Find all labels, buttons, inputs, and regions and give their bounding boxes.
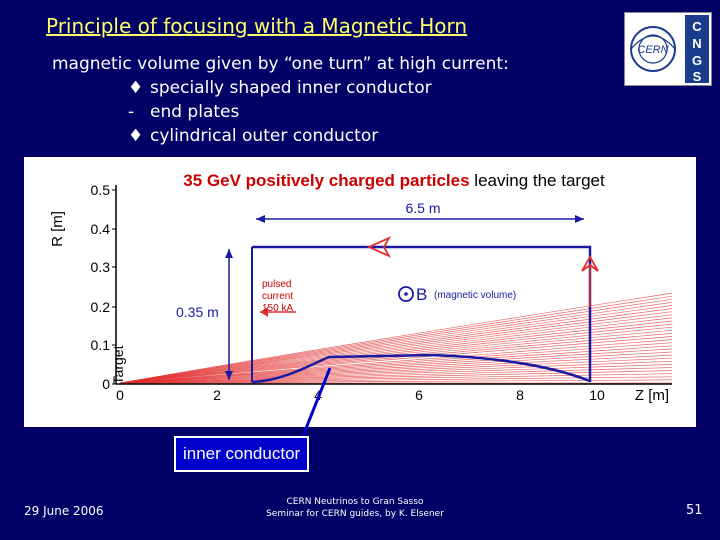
z-tick-label: 2 xyxy=(213,387,221,403)
target-label: Target xyxy=(110,345,126,384)
cngs-logo: CERN C N G S xyxy=(624,12,712,86)
z-tick-label: 0 xyxy=(116,387,124,403)
particle-track xyxy=(119,298,673,384)
pulsed-label: pulsed xyxy=(262,279,291,290)
inner-conductor-callout: inner conductor xyxy=(174,436,310,472)
particle-track xyxy=(119,314,673,384)
bullet-text: end plates xyxy=(150,102,240,122)
bullet-text: specially shaped inner conductor xyxy=(150,78,432,98)
cern-logo-text: CERN xyxy=(637,44,668,56)
r-tick-label: 0.5 xyxy=(91,182,111,198)
horn-diagram: 35 GeV positively charged particles leav… xyxy=(24,157,696,427)
particle-track xyxy=(119,336,673,384)
particle-track xyxy=(119,295,673,384)
magnetic-field-out-icon xyxy=(398,286,414,302)
r-ticks xyxy=(112,189,116,385)
bullet-mark: ♦ xyxy=(128,126,144,146)
bullet-inner-conductor: ♦ specially shaped inner conductor xyxy=(128,78,432,98)
r-tick-label: 0.4 xyxy=(91,221,111,237)
diagram-title-rest: leaving the target xyxy=(469,171,605,190)
pulsed-label: 150 kA xyxy=(262,303,293,314)
r-tick-label: 0 xyxy=(102,376,110,392)
z-tick-label: 10 xyxy=(589,387,605,403)
particle-track xyxy=(119,333,673,384)
bullet-outer-conductor: ♦ cylindrical outer conductor xyxy=(128,126,378,146)
length-label: 6.5 m xyxy=(405,200,440,216)
particle-track xyxy=(119,317,673,384)
z-tick-label: 8 xyxy=(516,387,524,403)
r-tick-label: 0.2 xyxy=(91,299,111,315)
r-tick-label: 0.1 xyxy=(91,337,111,353)
slide-title: Principle of focusing with a Magnetic Ho… xyxy=(46,14,468,38)
logo-letter-n: N xyxy=(692,36,701,51)
current-arrow-left xyxy=(366,236,392,258)
particle-track xyxy=(119,320,673,384)
slide-date: 29 June 2006 xyxy=(24,504,104,518)
particle-track xyxy=(119,329,673,384)
particle-track xyxy=(119,302,673,384)
bullet-text: cylindrical outer conductor xyxy=(150,126,379,146)
arrowhead xyxy=(260,307,268,317)
footer-line: CERN Neutrinos to Gran Sasso xyxy=(286,497,424,507)
logo-letter-g: G xyxy=(692,53,702,68)
particle-tracks xyxy=(119,292,673,384)
bullet-mark: - xyxy=(128,102,135,122)
z-axis-label: Z [m] xyxy=(635,387,669,404)
cern-logo-icon: CERN xyxy=(630,26,676,72)
particle-track xyxy=(119,305,673,384)
slide-number: 51 xyxy=(686,503,703,518)
diagram-title: 35 GeV positively charged particles leav… xyxy=(134,171,654,191)
diagram-title-bold: 35 GeV positively charged particles xyxy=(183,171,470,190)
particle-track xyxy=(119,292,673,384)
logo-letter-c: C xyxy=(692,19,702,34)
particle-track xyxy=(119,311,673,384)
r-tick-label: 0.3 xyxy=(91,259,111,275)
field-note: (magnetic volume) xyxy=(434,290,516,301)
radius-label: 0.35 m xyxy=(176,304,219,320)
pulsed-label: current xyxy=(262,291,293,302)
field-symbol: B xyxy=(416,285,427,304)
z-tick-label: 4 xyxy=(314,387,322,403)
intro-text: magnetic volume given by “one turn” at h… xyxy=(52,54,509,74)
inner-conductor xyxy=(251,353,591,384)
logo-letter-s: S xyxy=(693,69,702,84)
z-tick-label: 6 xyxy=(415,387,423,403)
particle-track xyxy=(119,308,673,384)
bullet-end-plates: - end plates xyxy=(128,102,239,122)
r-axis-label: R [m] xyxy=(49,211,66,247)
slide-footer: CERN Neutrinos to Gran Sasso Seminar for… xyxy=(230,496,480,520)
footer-line: Seminar for CERN guides, by K. Elsener xyxy=(266,509,444,519)
bullet-mark: ♦ xyxy=(128,78,144,98)
